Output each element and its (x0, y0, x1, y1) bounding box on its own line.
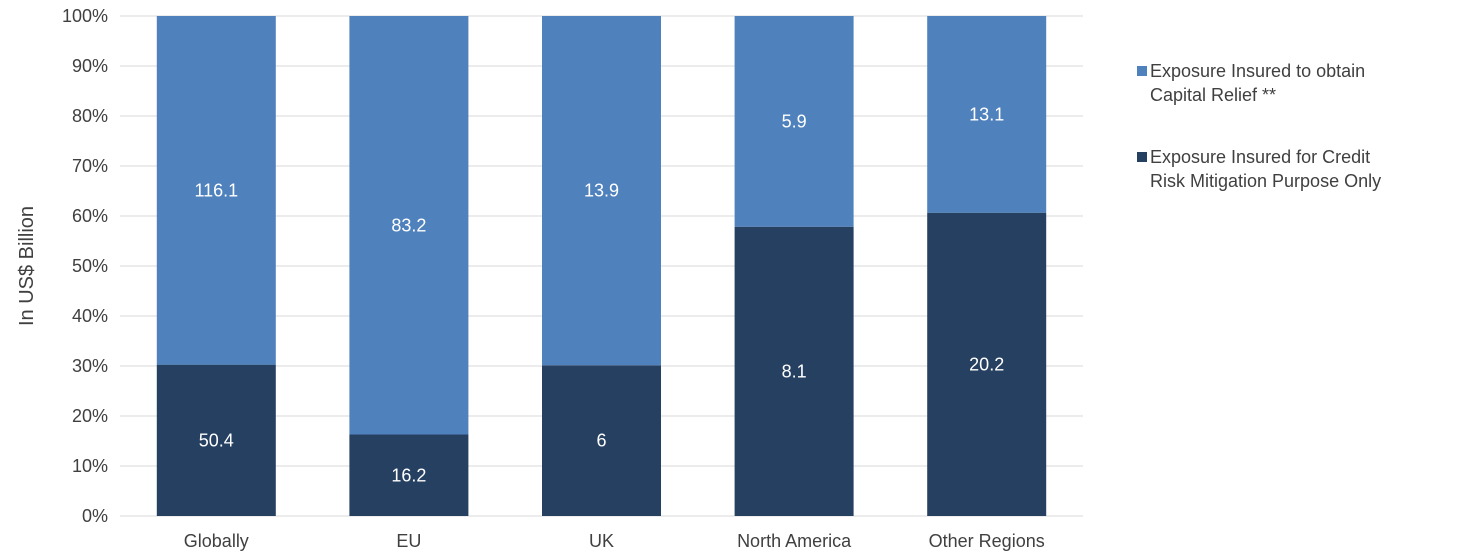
bar-segment-capital-relief (734, 16, 854, 227)
data-label: 13.9 (584, 181, 619, 201)
y-tick-label: 80% (72, 106, 108, 126)
y-tick-label: 20% (72, 406, 108, 426)
x-tick-label: Other Regions (929, 531, 1045, 551)
data-label: 20.2 (969, 354, 1004, 374)
bar-segment-credit-risk (927, 212, 1047, 516)
bar-segment-capital-relief (927, 16, 1047, 213)
y-tick-label: 100% (62, 6, 108, 26)
y-axis-ticks: 0% 10% 20% 30% 40% 50% 60% 70% 80% 90% 100% (62, 6, 108, 526)
y-tick-label: 10% (72, 456, 108, 476)
y-tick-label: 60% (72, 206, 108, 226)
x-tick-label: EU (396, 531, 421, 551)
y-tick-label: 70% (72, 156, 108, 176)
data-label: 5.9 (782, 111, 807, 131)
bar-segment-credit-risk (734, 226, 854, 516)
y-tick-label: 90% (72, 56, 108, 76)
legend: Exposure Insured to obtain Capital Relief… (1137, 61, 1381, 191)
data-label: 16.2 (391, 465, 426, 485)
data-label: 83.2 (391, 215, 426, 235)
x-axis-ticks: Globally EU UK North America Other Regions (184, 531, 1045, 551)
y-tick-label: 50% (72, 256, 108, 276)
y-axis-title: In US$ Billion (16, 206, 38, 326)
bar-segment-credit-risk (542, 365, 661, 516)
legend-swatch (1137, 152, 1147, 162)
x-tick-label: UK (589, 531, 614, 551)
bar-segment-capital-relief (349, 16, 469, 435)
data-label: 8.1 (782, 361, 807, 381)
data-label: 116.1 (194, 180, 238, 200)
legend-label: Exposure Insured to obtain Capital Relief… (1150, 61, 1365, 105)
y-tick-label: 40% (72, 306, 108, 326)
bars (156, 16, 1047, 516)
bar-segment-credit-risk (156, 364, 276, 516)
data-label: 50.4 (199, 430, 234, 450)
bar-segment-capital-relief (542, 16, 661, 366)
y-tick-label: 0% (82, 506, 108, 526)
data-label: 6 (596, 431, 606, 451)
data-labels: 50.4 116.1 16.2 83.2 6 13.9 8.1 5.9 20.2 13.1 (194, 104, 1004, 485)
bar-segment-credit-risk (349, 434, 469, 516)
x-tick-label: Globally (184, 531, 249, 551)
bar-segment-capital-relief (156, 16, 276, 365)
y-tick-label: 30% (72, 356, 108, 376)
legend-swatch (1137, 66, 1147, 76)
legend-label: Exposure Insured for Credit Risk Mitigati… (1150, 147, 1381, 191)
data-label: 13.1 (969, 104, 1004, 124)
x-tick-label: North America (737, 531, 852, 551)
